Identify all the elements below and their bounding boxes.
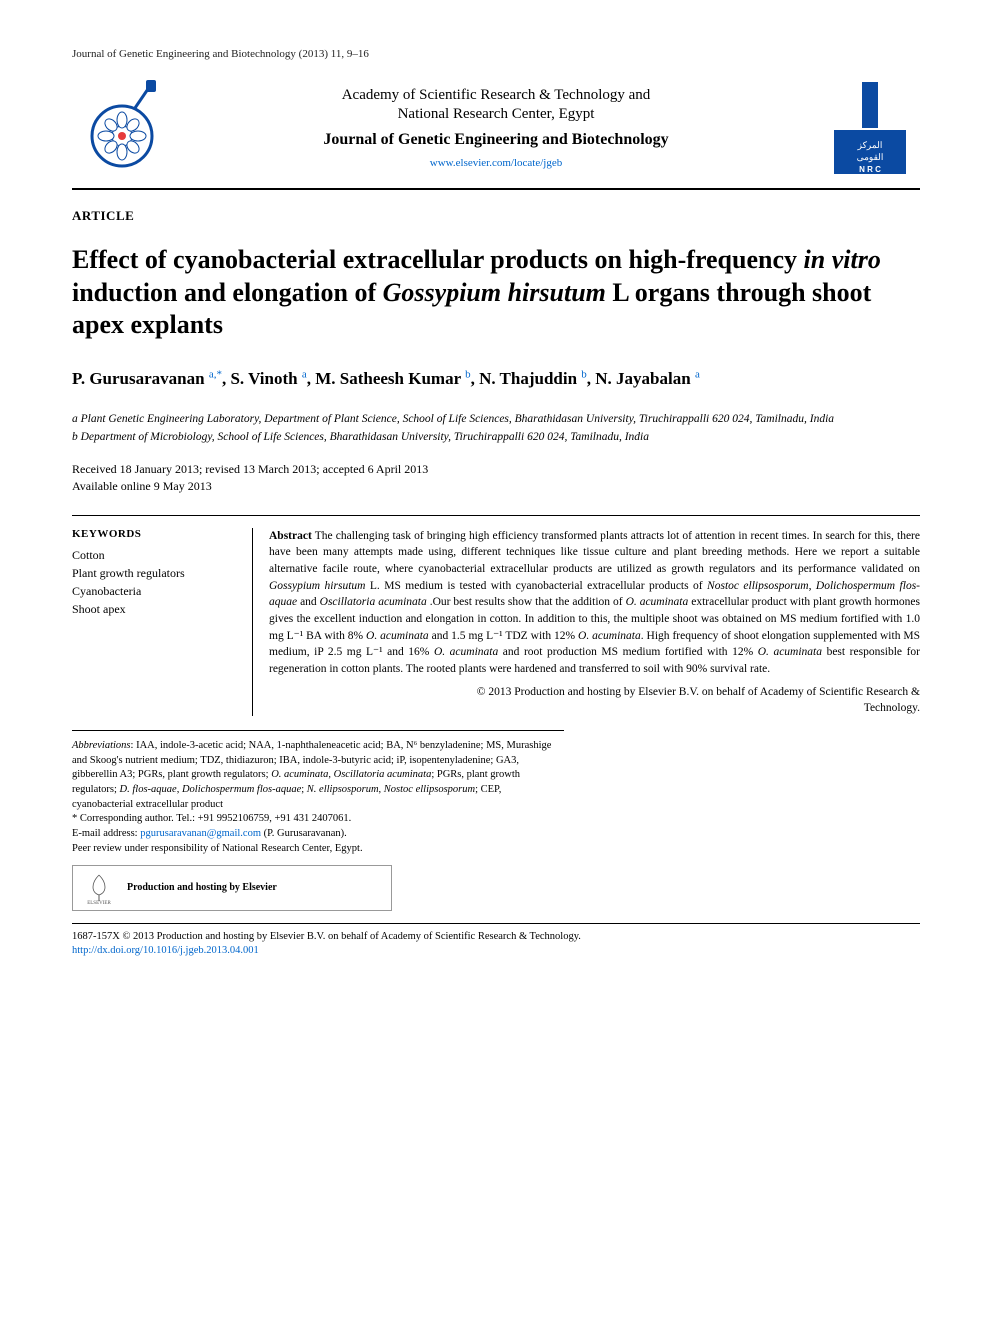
abstract-italic: O. acuminata — [626, 596, 689, 608]
email-tail: (P. Gurusaravanan). — [261, 828, 347, 839]
keyword-item: Plant growth regulators — [72, 564, 236, 582]
abbrev-italic: Nostoc ellipsosporum — [384, 784, 475, 795]
keywords-list: Cotton Plant growth regulators Cyanobact… — [72, 546, 236, 618]
keywords-heading: KEYWORDS — [72, 528, 236, 540]
corresponding-author: * Corresponding author. Tel.: +91 995210… — [72, 812, 564, 827]
affiliations: a Plant Genetic Engineering Laboratory, … — [72, 411, 920, 445]
abstract-copyright: © 2013 Production and hosting by Elsevie… — [269, 684, 920, 716]
title-seg: Effect of cyanobacterial extracellular p… — [72, 245, 804, 274]
author-list: P. Gurusaravanan a,*, S. Vinoth a , M. Sa… — [72, 366, 920, 392]
issn-copyright: 1687-157X © 2013 Production and hosting … — [72, 930, 920, 945]
abstract-column: Abstract The challenging task of bringin… — [252, 528, 920, 716]
publisher-line-1: Academy of Scientific Research & Technol… — [172, 87, 820, 104]
journal-name: Journal of Genetic Engineering and Biote… — [172, 131, 820, 149]
abstract-text: .Our best results show that the addition… — [427, 596, 626, 608]
abbrev-italic: D. flos-aquae — [120, 784, 177, 795]
author: P. Gurusaravanan — [72, 369, 209, 388]
author: , S. Vinoth — [222, 369, 302, 388]
abstract-italic: O. acuminata — [578, 630, 641, 642]
keyword-item: Cotton — [72, 546, 236, 564]
article-type: ARTICLE — [72, 208, 920, 224]
journal-logo-left — [72, 78, 172, 178]
email-label: E-mail address: — [72, 828, 140, 839]
keyword-item: Shoot apex — [72, 600, 236, 618]
elsevier-label: ELSEVIER — [87, 901, 111, 905]
keywords-column: KEYWORDS Cotton Plant growth regulators … — [72, 528, 252, 716]
abbrev-italic: N. ellipsosporum — [307, 784, 379, 795]
publisher-line-2: National Research Center, Egypt — [172, 106, 820, 123]
masthead: Academy of Scientific Research & Technol… — [72, 78, 920, 190]
abstract-italic: O. acuminata — [366, 630, 429, 642]
svg-text:N R C: N R C — [859, 165, 881, 174]
svg-text:القومى: القومى — [857, 152, 884, 163]
dates-received: Received 18 January 2013; revised 13 Mar… — [72, 461, 920, 478]
author-affil-mark: a,* — [209, 368, 222, 380]
page-footer: 1687-157X © 2013 Production and hosting … — [72, 923, 920, 959]
abstract-text: and root production MS medium fortified … — [498, 646, 757, 658]
title-italic: in vitro — [804, 245, 881, 274]
journal-url[interactable]: www.elsevier.com/locate/jgeb — [172, 157, 820, 169]
author-affil-mark: a — [695, 368, 700, 380]
footnotes: Abbreviations: IAA, indole-3-acetic acid… — [72, 730, 564, 911]
abstract-label: Abstract — [269, 530, 312, 542]
article-dates: Received 18 January 2013; revised 13 Mar… — [72, 461, 920, 495]
hosting-text: Production and hosting by Elsevier — [127, 881, 277, 895]
peer-review-line: Peer review under responsibility of Nati… — [72, 842, 564, 857]
abstract-text: and — [297, 596, 320, 608]
publisher-logo-right: المركز القومى N R C — [820, 78, 920, 178]
doi-link[interactable]: http://dx.doi.org/10.1016/j.jgeb.2013.04… — [72, 945, 259, 956]
article-title: Effect of cyanobacterial extracellular p… — [72, 244, 920, 342]
abstract-text: L. MS medium is tested with cyanobacteri… — [365, 580, 707, 592]
affiliation-b: b Department of Microbiology, School of … — [72, 429, 920, 445]
copyright-line-2: Technology. — [269, 700, 920, 716]
abstract-italic: Oscillatoria acuminata — [320, 596, 427, 608]
abstract-text: and 1.5 mg L⁻¹ TDZ with 12% — [429, 630, 578, 642]
abstract-italic: O. acuminata — [758, 646, 822, 658]
email-line: E-mail address: pgurusaravanan@gmail.com… — [72, 827, 564, 842]
abbrev-italic: Dolichospermum flos-aquae — [182, 784, 301, 795]
abstract-keywords-block: KEYWORDS Cotton Plant growth regulators … — [72, 515, 920, 716]
abbrev-italic: O. acuminata — [271, 769, 328, 780]
dates-online: Available online 9 May 2013 — [72, 478, 920, 495]
abstract-text: The challenging task of bringing high ef… — [269, 530, 920, 575]
svg-text:المركز: المركز — [857, 140, 883, 151]
abbrev-label: Abbreviations — [72, 740, 131, 751]
title-seg: induction and elongation of — [72, 278, 383, 307]
author: , N. Thajuddin — [471, 369, 582, 388]
abbrev-italic: Oscillatoria acuminata — [334, 769, 432, 780]
abstract-italic: O. acuminata — [434, 646, 498, 658]
author: , M. Satheesh Kumar — [307, 369, 465, 388]
copyright-line-1: © 2013 Production and hosting by Elsevie… — [269, 684, 920, 700]
author: , N. Jayabalan — [587, 369, 695, 388]
hosting-box: ELSEVIER Production and hosting by Elsev… — [72, 865, 392, 911]
abstract-italic: Gossypium hirsutum — [269, 580, 365, 592]
title-italic: Gossypium hirsutum — [383, 278, 606, 307]
keyword-item: Cyanobacteria — [72, 582, 236, 600]
masthead-center: Academy of Scientific Research & Technol… — [172, 87, 820, 169]
elsevier-tree-icon: ELSEVIER — [81, 870, 117, 906]
email-link[interactable]: pgurusaravanan@gmail.com — [140, 828, 261, 839]
running-head: Journal of Genetic Engineering and Biote… — [72, 48, 920, 60]
affiliation-a: a Plant Genetic Engineering Laboratory, … — [72, 411, 920, 427]
